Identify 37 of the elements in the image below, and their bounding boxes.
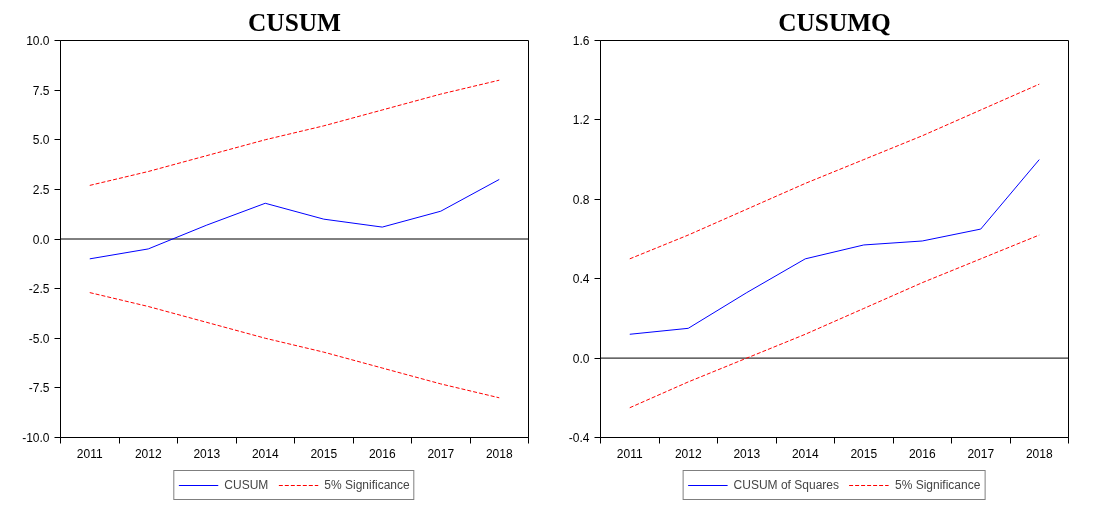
x-tick-label: 2014 bbox=[791, 446, 819, 461]
legend-label: 5% Significance bbox=[324, 478, 410, 492]
y-tick-label: 0.0 bbox=[572, 351, 590, 366]
y-tick-label: 10.0 bbox=[26, 34, 50, 48]
x-tick-label: 2015 bbox=[850, 446, 878, 461]
x-tick-label: 2018 bbox=[485, 446, 513, 461]
legend-label: CUSUM bbox=[224, 478, 269, 492]
chart-title: CUSUM bbox=[248, 7, 342, 36]
y-tick-label: -7.5 bbox=[28, 381, 50, 396]
y-tick-label: -10.0 bbox=[22, 431, 50, 445]
x-tick-label: 2012 bbox=[674, 446, 702, 461]
y-tick-label: 2.5 bbox=[32, 182, 50, 197]
x-tick-label: 2015 bbox=[310, 446, 338, 461]
y-tick-label: -0.4 bbox=[568, 431, 590, 445]
x-tick-label: 2017 bbox=[967, 446, 995, 461]
y-tick-label: 0.8 bbox=[572, 192, 590, 207]
x-tick-label: 2014 bbox=[251, 446, 279, 461]
y-tick-label: -5.0 bbox=[28, 331, 50, 346]
x-tick-label: 2012 bbox=[134, 446, 162, 461]
x-tick-label: 2013 bbox=[193, 446, 221, 461]
x-tick-label: 2011 bbox=[616, 446, 643, 461]
x-tick-label: 2013 bbox=[733, 446, 761, 461]
y-tick-label: 7.5 bbox=[32, 83, 50, 98]
legend-label: CUSUM of Squares bbox=[733, 478, 839, 492]
x-tick-label: 2016 bbox=[908, 446, 936, 461]
y-tick-label: 5.0 bbox=[32, 133, 50, 148]
x-tick-label: 2018 bbox=[1025, 446, 1053, 461]
x-tick-label: 2011 bbox=[76, 446, 103, 461]
y-tick-label: 0.0 bbox=[32, 232, 50, 247]
legend-label: 5% Significance bbox=[894, 478, 981, 492]
x-tick-label: 2017 bbox=[427, 446, 455, 461]
y-tick-label: 1.2 bbox=[572, 113, 590, 128]
chart-title: CUSUMQ bbox=[778, 7, 891, 36]
y-tick-label: -2.5 bbox=[28, 282, 50, 297]
y-tick-label: 1.6 bbox=[572, 34, 590, 48]
x-tick-label: 2016 bbox=[368, 446, 396, 461]
y-tick-label: 0.4 bbox=[572, 272, 590, 287]
